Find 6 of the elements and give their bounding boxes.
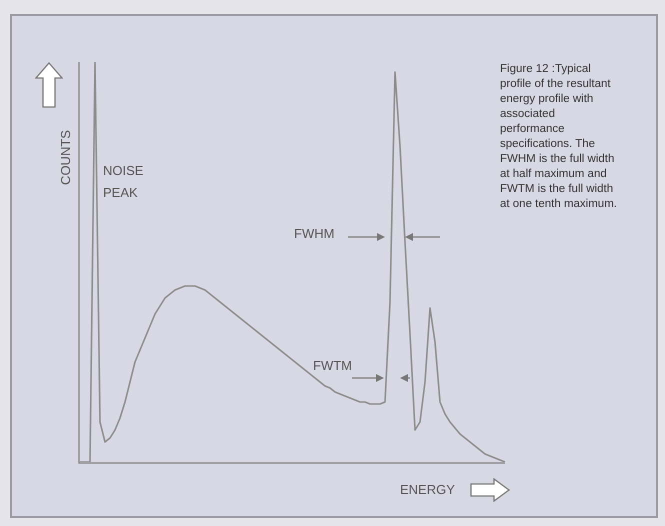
annotation: FWTM: [313, 358, 352, 373]
annotation: NOISE PEAK: [103, 162, 144, 202]
y-axis-title: COUNTS: [58, 130, 73, 185]
text: Figure 12 :Typical profile of the resultant energy profile with associated performance specifications. The FWHM is the full width at half maximum and FWTM is the full width at one tenth maximum.: [500, 63, 617, 210]
annotation: FWHM: [294, 226, 334, 241]
x-axis-title: ENERGY: [400, 482, 455, 497]
